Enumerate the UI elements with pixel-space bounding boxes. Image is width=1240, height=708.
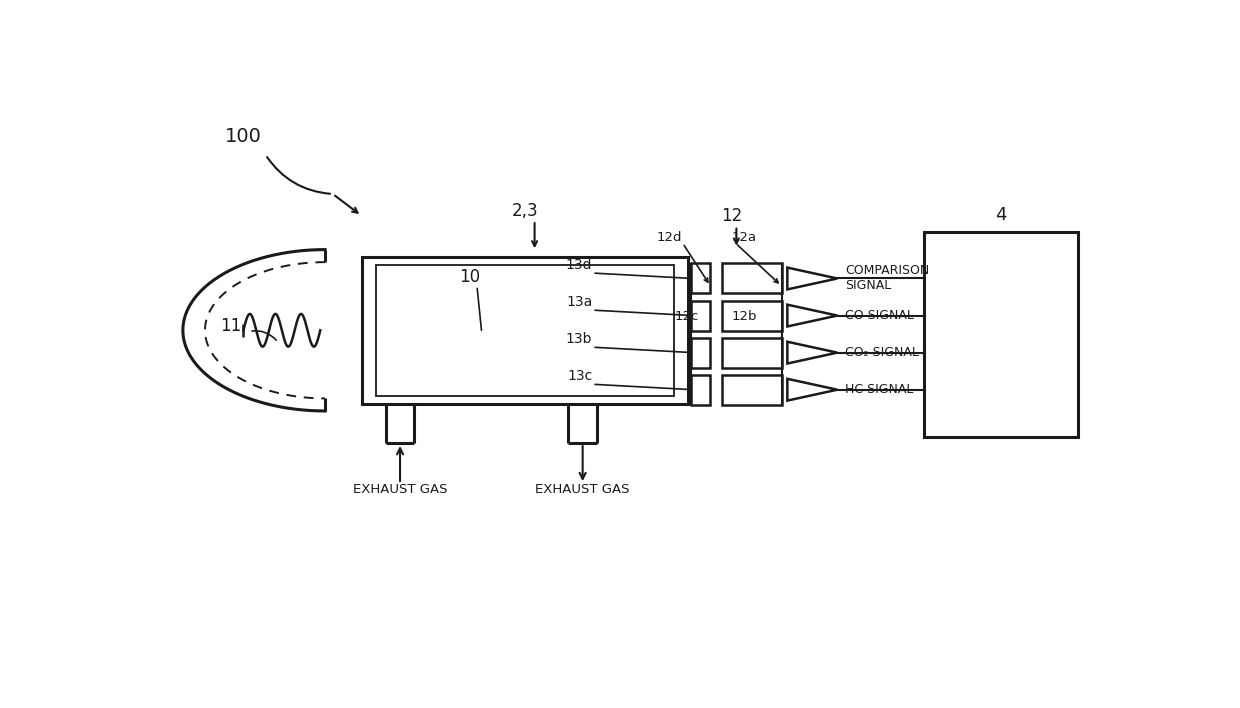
Text: 4: 4 bbox=[994, 206, 1007, 224]
Bar bbox=[722, 375, 781, 405]
Text: 100: 100 bbox=[226, 127, 262, 146]
Text: CO₂ SIGNAL: CO₂ SIGNAL bbox=[844, 346, 919, 359]
Text: 12c: 12c bbox=[675, 311, 698, 324]
Text: 12a: 12a bbox=[732, 232, 756, 244]
Bar bbox=[691, 263, 711, 294]
Text: COMPARISON
SIGNAL: COMPARISON SIGNAL bbox=[844, 265, 929, 292]
Bar bbox=[376, 265, 675, 396]
Bar bbox=[691, 338, 711, 367]
Text: 11: 11 bbox=[221, 317, 242, 336]
Bar bbox=[722, 263, 781, 294]
Text: EXHAUST GAS: EXHAUST GAS bbox=[536, 484, 630, 496]
Text: 13a: 13a bbox=[565, 295, 593, 309]
Text: 13d: 13d bbox=[565, 258, 593, 272]
Text: 13b: 13b bbox=[565, 332, 593, 346]
Text: 13c: 13c bbox=[567, 369, 593, 383]
Text: 12b: 12b bbox=[732, 311, 756, 324]
Bar bbox=[924, 232, 1078, 437]
Text: 12d: 12d bbox=[656, 232, 682, 244]
Text: 12: 12 bbox=[720, 207, 743, 225]
Text: EXHAUST GAS: EXHAUST GAS bbox=[353, 484, 448, 496]
Text: 2,3: 2,3 bbox=[512, 202, 538, 219]
Bar bbox=[691, 375, 711, 405]
Text: CO SIGNAL: CO SIGNAL bbox=[844, 309, 914, 322]
Bar bbox=[362, 257, 688, 404]
Bar bbox=[722, 301, 781, 331]
Text: HC SIGNAL: HC SIGNAL bbox=[844, 383, 914, 396]
Bar bbox=[691, 301, 711, 331]
Bar bbox=[722, 338, 781, 367]
Text: 10: 10 bbox=[459, 268, 480, 286]
